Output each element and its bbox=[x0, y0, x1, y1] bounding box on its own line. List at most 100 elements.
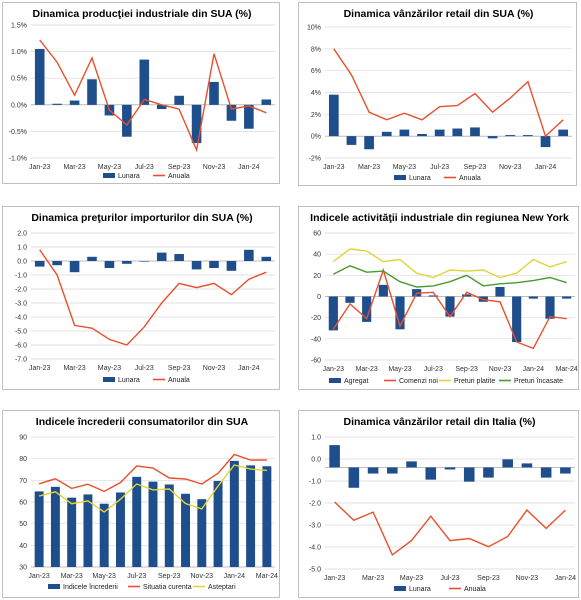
bar-lunara bbox=[52, 261, 62, 266]
x-tick-label: Nov-23 bbox=[191, 573, 214, 580]
x-tick-label: Jul-23 bbox=[127, 573, 146, 580]
legend-swatch bbox=[329, 378, 341, 383]
y-tick-label: -2.0 bbox=[309, 501, 321, 508]
bar-lunara bbox=[346, 136, 357, 145]
chart-svg: Dinamica producţiei industriale din SUA … bbox=[9, 8, 275, 180]
x-tick-label: Mar-23 bbox=[63, 164, 85, 171]
x-tick-label: Jan-24 bbox=[523, 366, 545, 373]
bar-indicele-ncrederii bbox=[229, 460, 239, 567]
y-tick-label: 0.0% bbox=[11, 102, 27, 109]
y-tick-label: -0.5% bbox=[9, 129, 27, 136]
bar-lunara bbox=[191, 104, 202, 144]
chart-title: Indicele încrederii consumatorilor din S… bbox=[36, 416, 249, 428]
y-tick-label: -3.0 bbox=[15, 301, 27, 308]
x-tick-label: Nov-23 bbox=[203, 164, 226, 171]
x-tick-label: May-23 bbox=[400, 575, 423, 582]
bar-lunara bbox=[483, 467, 494, 478]
x-tick-label: Nov-23 bbox=[203, 365, 226, 372]
bar-lunara bbox=[521, 463, 533, 468]
legend-label: Anuala bbox=[168, 173, 190, 180]
chart-title: Dinamica vânzărilor retail din Italia (%… bbox=[344, 416, 536, 428]
legend-label: Lunara bbox=[118, 173, 140, 180]
legend-label: Lunara bbox=[409, 175, 431, 182]
chart-title: Indicele activităţii industriale din reg… bbox=[310, 212, 569, 224]
bar-lunara bbox=[156, 252, 167, 261]
bar-lunara bbox=[463, 467, 475, 482]
bar-agregat bbox=[395, 296, 405, 330]
bar-indicele-ncrederii bbox=[148, 481, 158, 567]
x-tick-label: Jan-23 bbox=[323, 164, 345, 171]
chart-panel-italy-retail-sales: Dinamica vânzărilor retail din Italia (%… bbox=[298, 410, 579, 598]
y-tick-label: -5.0 bbox=[309, 567, 321, 574]
bar-lunara bbox=[487, 136, 498, 139]
y-tick-label: 1.0% bbox=[11, 49, 27, 56]
bar-indicele-ncrederii bbox=[83, 494, 93, 567]
x-tick-label: Jan-24 bbox=[555, 575, 577, 582]
y-tick-label: -1.0 bbox=[309, 479, 321, 486]
bar-lunara bbox=[261, 256, 272, 261]
bar-lunara bbox=[34, 48, 45, 105]
x-tick-label: Mar-23 bbox=[356, 366, 378, 373]
bar-indicele-ncrederii bbox=[213, 480, 223, 567]
bar-lunara bbox=[139, 59, 150, 105]
legend-label: Agregat bbox=[344, 378, 369, 385]
bar-lunara bbox=[434, 129, 445, 137]
y-tick-label: 2.0 bbox=[17, 231, 27, 238]
y-tick-label: 30 bbox=[19, 565, 27, 572]
x-tick-label: Sep-23 bbox=[464, 164, 487, 171]
y-tick-label: 10% bbox=[307, 25, 321, 32]
bar-lunara bbox=[209, 81, 219, 105]
bar-lunara bbox=[174, 95, 184, 105]
x-tick-label: Jan-24 bbox=[238, 365, 260, 372]
bar-lunara bbox=[502, 459, 513, 468]
y-tick-label: 0% bbox=[311, 134, 321, 141]
bar-agregat bbox=[428, 295, 438, 297]
bar-lunara bbox=[560, 467, 571, 474]
x-tick-label: Nov-23 bbox=[489, 366, 512, 373]
y-tick-label: 1.0 bbox=[311, 435, 321, 442]
y-tick-label: -1.0% bbox=[9, 156, 27, 163]
x-tick-label: Jan-23 bbox=[29, 164, 51, 171]
line-comenzi-noi bbox=[332, 267, 567, 350]
y-tick-label: -5.0 bbox=[15, 329, 27, 336]
y-tick-label: 0.5% bbox=[11, 76, 27, 83]
line-anuala bbox=[334, 501, 566, 556]
chart-svg: Dinamica vânzărilor retail din Italia (%… bbox=[309, 416, 577, 593]
bar-lunara bbox=[191, 261, 202, 270]
bar-lunara bbox=[425, 467, 437, 480]
x-tick-label: Nov-23 bbox=[516, 575, 539, 582]
x-tick-label: Sep-23 bbox=[158, 573, 181, 580]
bar-lunara bbox=[406, 461, 417, 468]
bar-lunara bbox=[505, 135, 516, 137]
legend-label: Comenzi noi bbox=[399, 378, 438, 385]
bar-lunara bbox=[540, 136, 551, 148]
bar-lunara bbox=[69, 100, 80, 105]
bar-agregat bbox=[345, 296, 355, 303]
bar-indicele-ncrederii bbox=[99, 503, 109, 567]
y-tick-label: 60 bbox=[313, 231, 321, 238]
x-tick-label: Jul-23 bbox=[430, 164, 449, 171]
x-tick-label: May-23 bbox=[388, 366, 411, 373]
bar-lunara bbox=[387, 467, 398, 474]
legend-label: Lunara bbox=[409, 586, 431, 593]
y-tick-label: 40 bbox=[19, 543, 27, 550]
chart-panel-ny-industrial-activity: Indicele activităţii industriale din reg… bbox=[298, 206, 579, 390]
x-tick-label: Sep-23 bbox=[477, 575, 500, 582]
chart-svg: Dinamica vânzărilor retail din SUA (%) -2… bbox=[307, 8, 572, 182]
x-tick-label: Jan-23 bbox=[29, 365, 51, 372]
x-tick-label: Jul-23 bbox=[135, 365, 154, 372]
legend-swatch bbox=[394, 586, 406, 591]
y-tick-label: 1.5% bbox=[11, 23, 27, 30]
y-tick-label: -6.0 bbox=[15, 343, 27, 350]
y-tick-label: -2.0 bbox=[15, 287, 27, 294]
line-anuala bbox=[39, 249, 267, 346]
bar-lunara bbox=[34, 261, 45, 267]
bar-lunara bbox=[244, 104, 254, 129]
bar-lunara bbox=[399, 129, 410, 137]
bar-indicele-ncrederii bbox=[50, 486, 60, 567]
legend-swatch bbox=[103, 173, 115, 178]
bar-lunara bbox=[226, 261, 237, 271]
x-tick-label: Sep-23 bbox=[168, 365, 191, 372]
bar-lunara bbox=[523, 135, 533, 137]
legend-swatch bbox=[394, 175, 406, 180]
